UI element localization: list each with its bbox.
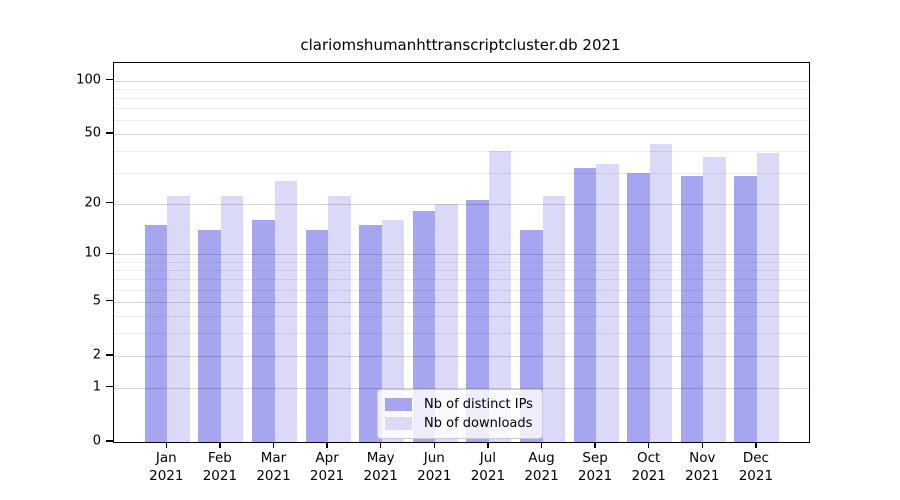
gridline-minor: [114, 333, 809, 335]
bar-distinct-ips-dec: [734, 175, 757, 442]
x-tick-mark: [380, 442, 382, 448]
y-tick-mark: [106, 78, 113, 81]
bar-downloads-dec: [756, 153, 780, 442]
x-tick-mark: [648, 442, 650, 448]
x-tick-label: Jul 2021: [470, 450, 506, 484]
gridline-minor: [114, 269, 809, 271]
bar-distinct-ips-mar: [252, 220, 275, 442]
y-tick-mark: [106, 252, 113, 254]
gridline-minor: [114, 315, 809, 317]
y-tick-label: 2: [92, 347, 101, 363]
gridline-minor: [114, 289, 809, 291]
gridline-minor: [114, 151, 809, 153]
gridline-minor: [114, 173, 809, 175]
y-tick-mark: [106, 201, 113, 204]
bar-downloads-jul: [488, 151, 512, 442]
legend-label-distinct-ips: Nb of distinct IPs: [424, 397, 533, 412]
legend-swatch-distinct-ips: [385, 398, 412, 411]
x-tick-label: Dec 2021: [738, 450, 774, 484]
gridline-major: [114, 134, 809, 136]
bar-downloads-jan: [167, 196, 190, 442]
bar-distinct-ips-apr: [305, 229, 329, 442]
bar-distinct-ips-jul: [466, 199, 489, 442]
y-tick-label: 1: [92, 379, 101, 395]
bar-distinct-ips-may: [359, 224, 382, 442]
y-tick-label: 0: [92, 433, 101, 449]
x-tick-label: Oct 2021: [631, 450, 666, 484]
bar-distinct-ips-aug: [520, 229, 543, 442]
y-tick-label: 100: [76, 72, 101, 88]
x-tick-label: Mar 2021: [256, 450, 291, 484]
bar-downloads-jun: [435, 203, 458, 442]
x-tick-mark: [755, 442, 757, 448]
gridline-minor: [114, 88, 809, 90]
x-tick-label: Feb 2021: [202, 450, 238, 484]
x-tick-mark: [594, 442, 596, 448]
x-tick-label: Sep 2021: [577, 450, 613, 484]
x-tick-label: May 2021: [363, 450, 398, 484]
gridline-minor: [114, 108, 809, 110]
bar-distinct-ips-oct: [627, 173, 650, 442]
legend-label-downloads: Nb of downloads: [424, 416, 533, 431]
x-tick-mark: [272, 442, 275, 448]
x-tick-mark: [219, 442, 221, 448]
x-tick-mark: [701, 442, 703, 448]
y-tick-mark: [106, 354, 113, 356]
y-tick-label: 5: [92, 293, 101, 309]
x-tick-label: Aug 2021: [524, 450, 559, 484]
x-tick-label: Jan 2021: [149, 450, 184, 484]
x-tick-mark: [487, 442, 489, 448]
x-tick-label: Apr 2021: [309, 450, 345, 484]
y-tick-label: 50: [84, 125, 101, 141]
chart-title: clariomshumanhttranscriptcluster.db 2021: [300, 36, 621, 54]
bar-distinct-ips-jan: [144, 224, 168, 442]
bar-distinct-ips-feb: [198, 229, 221, 442]
x-tick-label: Nov 2021: [685, 450, 720, 484]
bar-downloads-apr: [328, 196, 351, 442]
y-tick-label: 20: [84, 195, 101, 211]
y-tick-label: 10: [84, 245, 101, 261]
bar-downloads-mar: [274, 181, 297, 442]
legend-entry-distinct-ips: Nb of distinct IPs: [385, 395, 534, 414]
gridline-minor: [114, 97, 809, 99]
gridline-major: [114, 387, 809, 389]
gridline-major: [114, 203, 809, 205]
gridline-minor: [114, 261, 809, 263]
gridline-major: [114, 80, 809, 82]
plot-area: [113, 62, 810, 443]
bar-downloads-may: [381, 220, 405, 442]
gridline-major: [114, 301, 809, 303]
bar-downloads-sep: [596, 163, 619, 442]
y-tick-mark: [106, 440, 113, 442]
legend: Nb of distinct IPs Nb of downloads: [377, 389, 543, 439]
bar-downloads-aug: [542, 196, 565, 442]
x-tick-mark: [165, 442, 167, 448]
gridline-minor: [114, 120, 809, 122]
bar-downloads-oct: [649, 143, 673, 442]
legend-entry-downloads: Nb of downloads: [385, 414, 534, 433]
y-tick-mark: [106, 386, 113, 388]
bar-distinct-ips-nov: [680, 175, 704, 442]
bar-distinct-ips-sep: [573, 168, 597, 442]
x-tick-mark: [540, 442, 543, 448]
bar-downloads-nov: [703, 157, 726, 442]
bar-downloads-feb: [220, 196, 244, 442]
y-tick-mark: [106, 132, 113, 134]
bar-distinct-ips-jun: [412, 211, 436, 442]
gridline-major: [114, 254, 809, 256]
legend-swatch-downloads: [385, 417, 412, 430]
x-tick-mark: [326, 442, 328, 448]
gridline-minor: [114, 279, 809, 281]
x-tick-mark: [433, 442, 435, 448]
y-tick-mark: [106, 300, 113, 302]
gridline-major: [114, 355, 809, 357]
x-tick-label: Jun 2021: [417, 450, 452, 484]
